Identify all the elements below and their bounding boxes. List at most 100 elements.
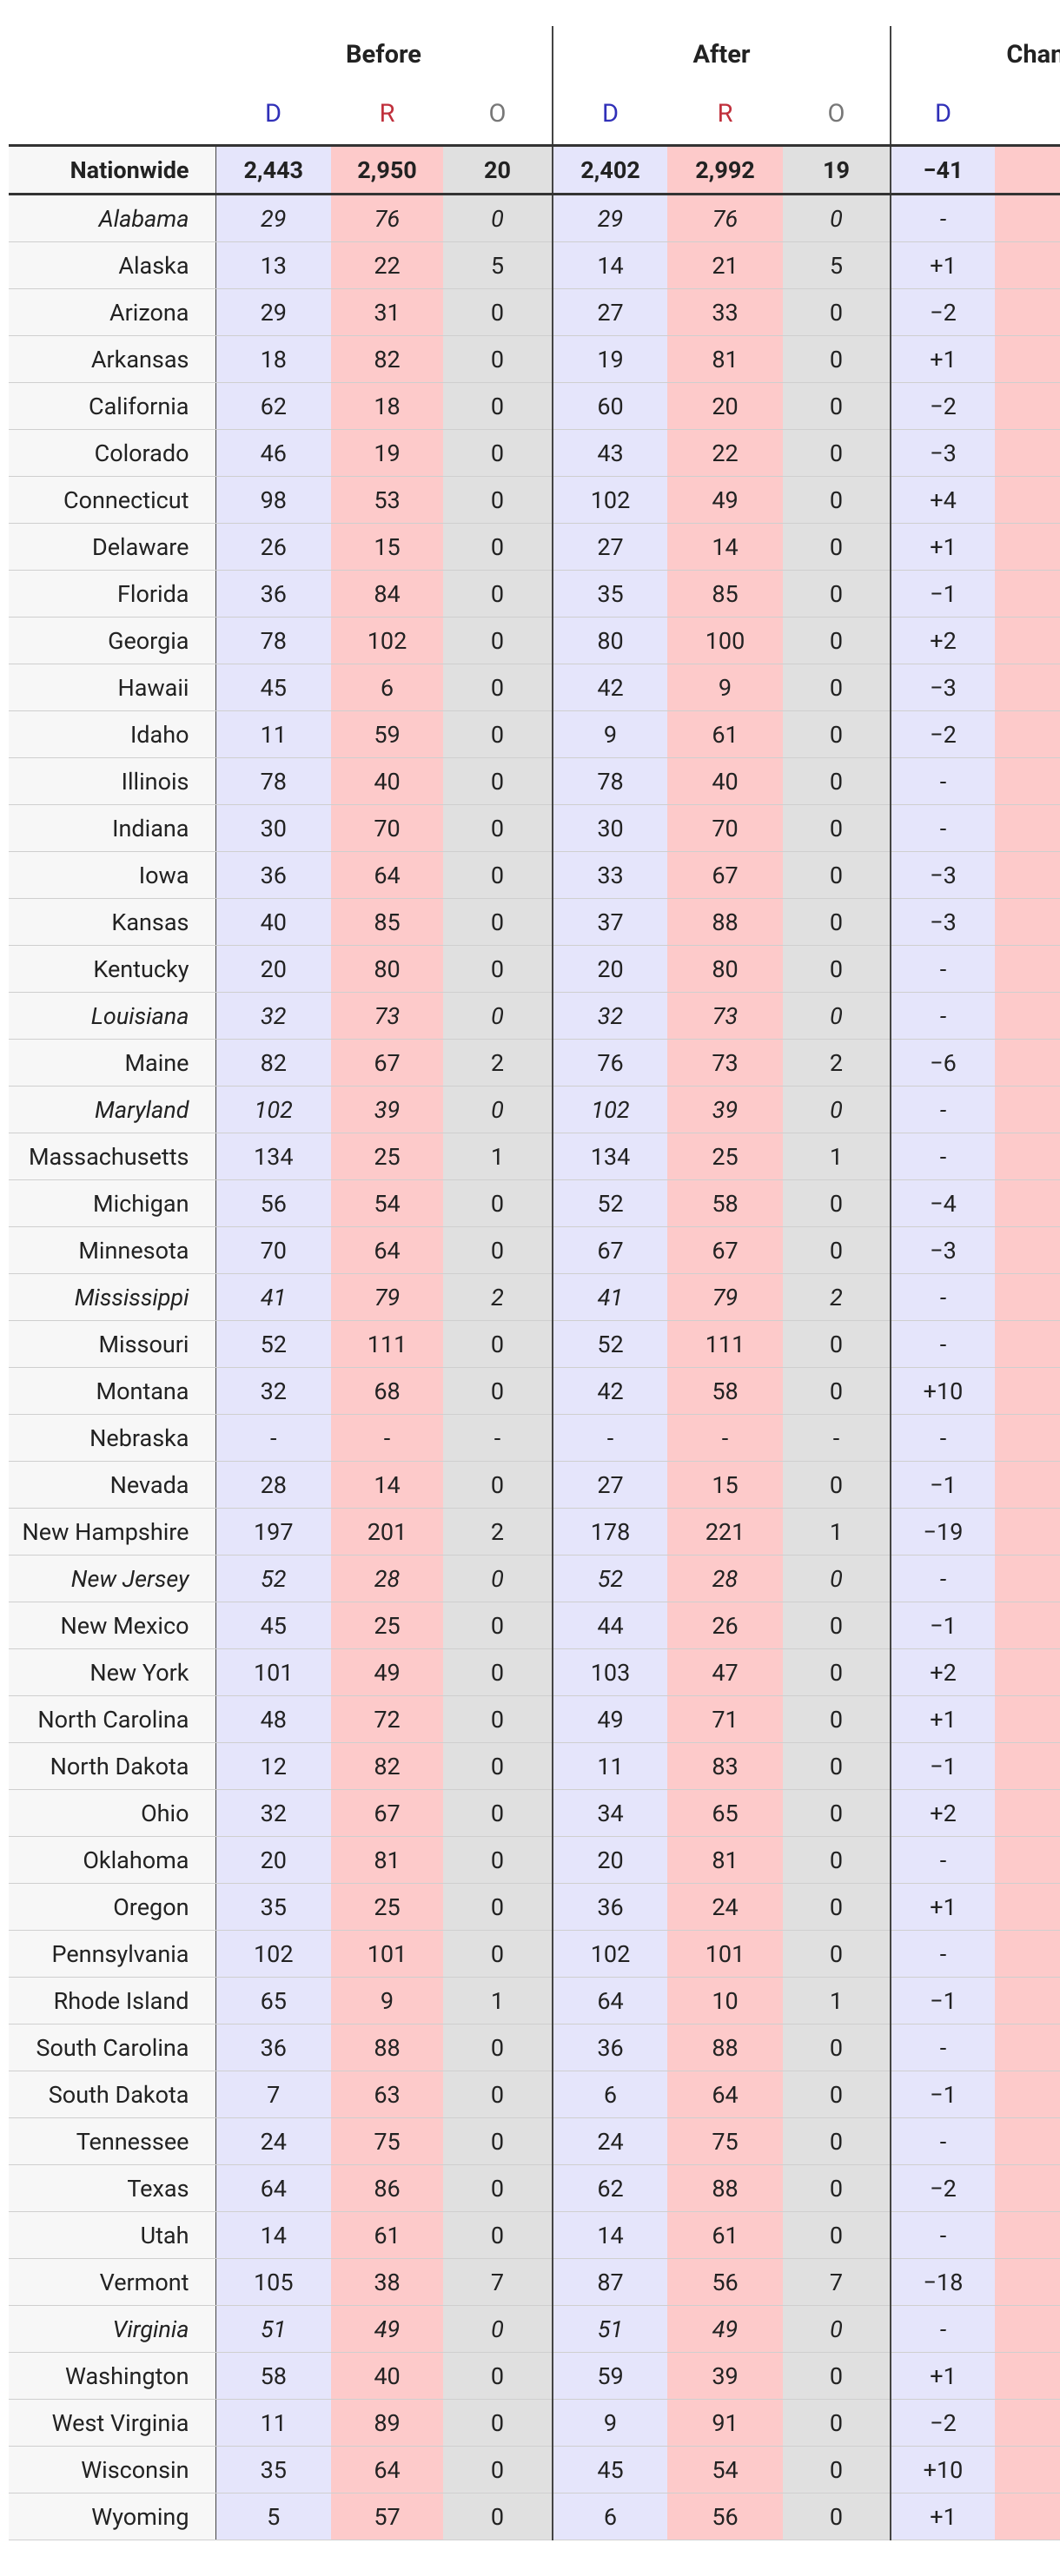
cell: −10 bbox=[995, 2446, 1060, 2493]
cell: 111 bbox=[331, 1320, 443, 1368]
cell: 27 bbox=[553, 523, 667, 571]
cell: 0 bbox=[443, 804, 553, 852]
cell: 52 bbox=[215, 1320, 331, 1368]
cell: +3 bbox=[995, 851, 1060, 899]
state-name: Pennsylvania bbox=[9, 1930, 216, 1978]
cell: +1 bbox=[891, 523, 995, 571]
cell: - bbox=[891, 2211, 995, 2259]
cell: 1 bbox=[783, 1133, 891, 1180]
cell: 14 bbox=[667, 523, 783, 571]
cell: 0 bbox=[783, 757, 891, 805]
cell: −2 bbox=[891, 2399, 995, 2447]
state-name: Rhode Island bbox=[9, 1977, 216, 2024]
cell: 80 bbox=[667, 945, 783, 993]
cell: 6 bbox=[331, 664, 443, 711]
cell: 0 bbox=[443, 710, 553, 758]
state-name: Mississippi bbox=[9, 1273, 216, 1321]
state-name: Louisiana bbox=[9, 992, 216, 1040]
cell: 0 bbox=[783, 523, 891, 571]
cell: 21 bbox=[667, 241, 783, 289]
cell: 11 bbox=[215, 710, 331, 758]
cell: 70 bbox=[667, 804, 783, 852]
cell: +1 bbox=[995, 2071, 1060, 2118]
state-name: Delaware bbox=[9, 523, 216, 571]
group-header: Change bbox=[1006, 40, 1060, 69]
state-name: New York bbox=[9, 1648, 216, 1696]
cell: +2 bbox=[891, 1789, 995, 1837]
cell: 0 bbox=[783, 429, 891, 477]
cell: 36 bbox=[553, 2024, 667, 2071]
party-header: O bbox=[783, 83, 891, 146]
cell: −2 bbox=[995, 1648, 1060, 1696]
cell: 22 bbox=[667, 429, 783, 477]
cell: 28 bbox=[215, 1461, 331, 1509]
cell: 49 bbox=[667, 476, 783, 524]
cell: 39 bbox=[667, 2352, 783, 2400]
cell: 10 bbox=[667, 1977, 783, 2024]
cell: 73 bbox=[331, 992, 443, 1040]
party-header: O bbox=[443, 83, 553, 146]
state-name: Wyoming bbox=[9, 2493, 216, 2540]
cell: 33 bbox=[667, 288, 783, 336]
cell: 70 bbox=[331, 804, 443, 852]
cell: +4 bbox=[891, 476, 995, 524]
cell: −3 bbox=[891, 851, 995, 899]
state-name: Georgia bbox=[9, 617, 216, 664]
cell: 57 bbox=[331, 2493, 443, 2540]
state-name: Oregon bbox=[9, 1883, 216, 1931]
cell: 29 bbox=[553, 194, 667, 242]
cell: 12 bbox=[215, 1742, 331, 1790]
cell: 67 bbox=[553, 1226, 667, 1274]
cell: 0 bbox=[443, 2399, 553, 2447]
party-header: R bbox=[995, 83, 1060, 146]
cell: 7 bbox=[215, 2071, 331, 2118]
cell: 7 bbox=[783, 2258, 891, 2306]
state-name: Alaska bbox=[9, 241, 216, 289]
cell: - bbox=[891, 945, 995, 993]
cell: 0 bbox=[783, 851, 891, 899]
cell: +10 bbox=[891, 2446, 995, 2493]
cell: 0 bbox=[443, 2493, 553, 2540]
cell: 59 bbox=[553, 2352, 667, 2400]
cell: - bbox=[667, 1414, 783, 1462]
cell: 0 bbox=[443, 1367, 553, 1415]
cell: 64 bbox=[667, 2071, 783, 2118]
cell: 2 bbox=[443, 1039, 553, 1087]
cell: 76 bbox=[667, 194, 783, 242]
cell: 73 bbox=[667, 1039, 783, 1087]
cell: 82 bbox=[215, 1039, 331, 1087]
cell: −3 bbox=[891, 898, 995, 946]
state-name: Massachusetts bbox=[9, 1133, 216, 1180]
cell: 0 bbox=[783, 2446, 891, 2493]
cell: +1 bbox=[891, 241, 995, 289]
cell: - bbox=[891, 1414, 995, 1462]
cell: −6 bbox=[891, 1039, 995, 1087]
cell: 78 bbox=[553, 757, 667, 805]
cell: 61 bbox=[667, 2211, 783, 2259]
cell: 80 bbox=[553, 617, 667, 664]
cell: - bbox=[783, 1414, 891, 1462]
cell: 62 bbox=[215, 382, 331, 430]
party-header: R bbox=[717, 99, 733, 129]
cell: - bbox=[891, 2305, 995, 2353]
cell: 35 bbox=[215, 2446, 331, 2493]
cell: 0 bbox=[443, 288, 553, 336]
cell: 100 bbox=[667, 617, 783, 664]
state-name: Montana bbox=[9, 1367, 216, 1415]
cell: - bbox=[995, 1273, 1060, 1321]
